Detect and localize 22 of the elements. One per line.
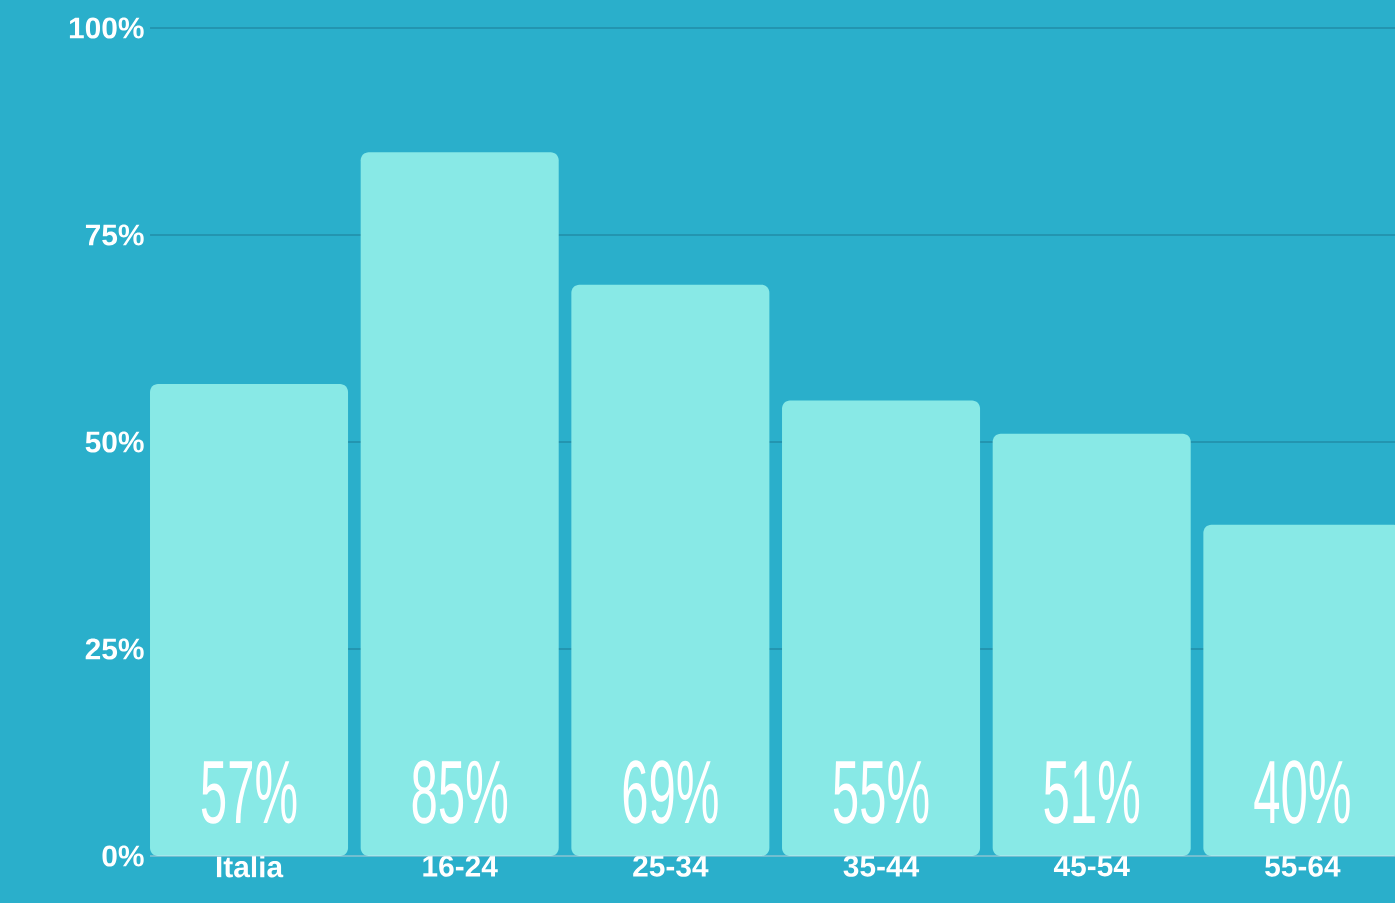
data-label: 51% [1044, 760, 1140, 824]
x-tick-label: 55-64 [1265, 855, 1341, 877]
y-tick-label: 100% [69, 17, 144, 39]
x-tick-label: 25-34 [633, 855, 709, 877]
bar [150, 384, 349, 856]
data-label: 69% [623, 760, 718, 824]
bar [992, 433, 1191, 856]
x-tick-label: 45-54 [1053, 855, 1130, 877]
data-label: 55% [833, 760, 929, 824]
y-tick-label: 50% [85, 431, 144, 453]
bar [360, 152, 559, 856]
bar [571, 284, 770, 856]
y-tick-label: 25% [85, 638, 144, 660]
data-label: 57% [201, 760, 297, 824]
x-tick-label: 35-44 [843, 855, 920, 877]
data-label: 40% [1254, 760, 1350, 824]
x-tick-label: 16-24 [423, 855, 498, 877]
x-tick-label: Italia [216, 855, 284, 878]
data-label: 85% [412, 760, 508, 824]
bar [782, 400, 981, 856]
y-tick-label: 75% [85, 224, 144, 246]
y-tick-label: 0% [102, 845, 144, 867]
